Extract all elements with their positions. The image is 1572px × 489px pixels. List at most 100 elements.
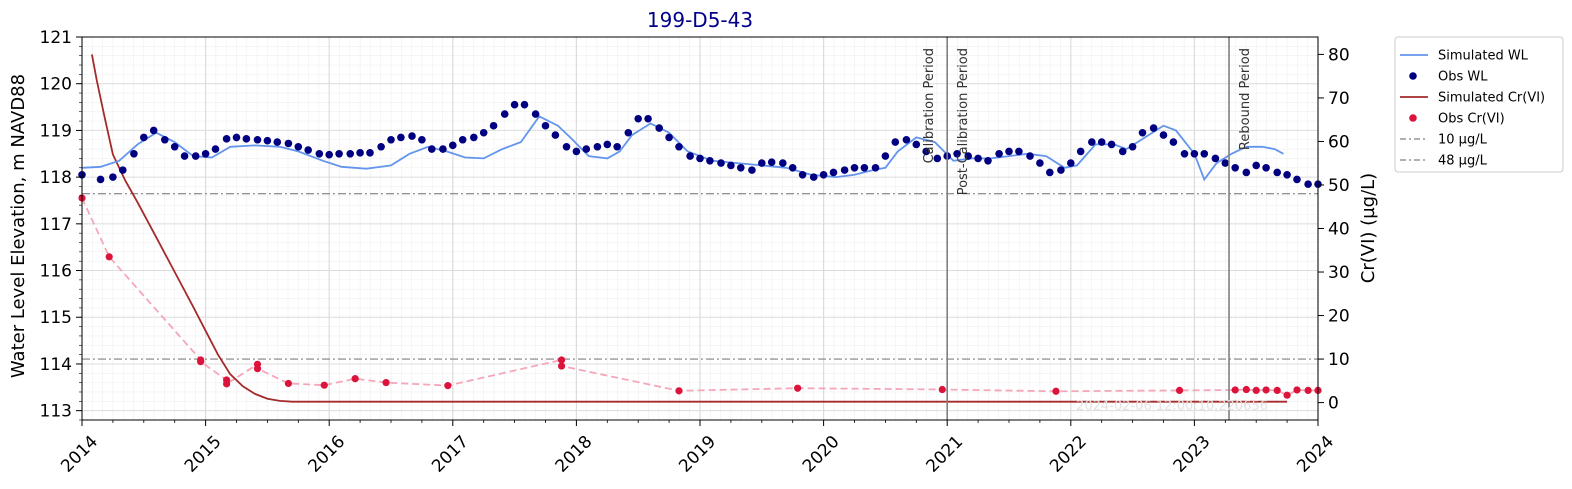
obs-wl-point — [655, 124, 664, 132]
obs-crvi-point — [1262, 386, 1270, 394]
obs-crvi-point — [1293, 386, 1301, 394]
obs-crvi-point — [320, 381, 328, 389]
y-left-tick-label: 115 — [40, 308, 72, 328]
obs-wl-point — [706, 156, 714, 165]
obs-crvi-point — [197, 358, 205, 366]
obs-crvi-point — [557, 362, 566, 370]
obs-wl-point — [974, 154, 982, 163]
obs-wl-point — [644, 114, 652, 123]
obs-wl-point — [1138, 128, 1147, 137]
obs-wl-point — [325, 150, 334, 159]
y-left-tick-label: 120 — [40, 75, 72, 95]
obs-wl-point — [624, 128, 633, 137]
obs-wl-point — [634, 114, 642, 123]
obs-wl-point — [1252, 161, 1260, 170]
legend: Simulated WL Obs WL Simulated Cr(VI) Obs Cr… — [1394, 36, 1564, 173]
obs-wl-point — [603, 140, 612, 149]
obs-wl-point — [881, 152, 890, 160]
period-label: Calibration Period — [922, 48, 937, 163]
obs-wl-point — [572, 147, 581, 156]
obs-wl-point — [458, 135, 467, 144]
obs-wl-point — [912, 140, 921, 149]
y-right-tick-label: 10 — [1328, 350, 1350, 370]
obs-wl-point — [408, 132, 416, 140]
x-tick-label: 2021 — [922, 432, 967, 477]
legend-label: Obs WL — [1438, 70, 1488, 85]
obs-wl-point — [1211, 154, 1220, 163]
obs-wl-point — [696, 154, 704, 163]
obs-wl-point — [551, 131, 560, 139]
obs-crvi-point — [1175, 386, 1184, 395]
simulated-wl-line — [81, 115, 1284, 182]
obs-wl-point — [840, 166, 849, 174]
y-left-tick-label: 119 — [40, 121, 72, 141]
legend-label: Obs Cr(VI) — [1438, 112, 1505, 127]
chart-title: 199-D5-43 — [647, 8, 753, 32]
obs-wl-point — [788, 163, 797, 172]
obs-wl-point — [829, 168, 838, 177]
obs-wl-point — [1107, 140, 1116, 149]
obs-crvi-point — [1052, 387, 1060, 395]
obs-wl-point — [201, 149, 210, 158]
obs-wl-point — [232, 133, 241, 142]
obs-wl-point — [1088, 138, 1096, 146]
obs-wl-point — [1128, 142, 1137, 151]
legend-box — [1394, 36, 1564, 173]
x-tick-label: 2015 — [181, 432, 226, 477]
obs-crvi-point — [794, 384, 802, 392]
obs-crvi-point — [223, 380, 231, 388]
obs-wl-point — [387, 135, 395, 144]
y-left-tick-label: 116 — [40, 262, 72, 282]
y-left-tick-label: 113 — [40, 402, 72, 422]
obs-wl-point — [850, 163, 859, 172]
obs-wl-point — [170, 142, 179, 151]
obs-wl-point — [798, 170, 807, 179]
x-tick-label: 2017 — [428, 432, 473, 477]
obs-wl-point — [161, 135, 169, 144]
x-axis: 2014 2015 2016 2017 2018 2019 2020 2021 2022 2023… — [57, 420, 1338, 477]
obs-wl-point — [284, 139, 293, 148]
obs-crvi-point — [1304, 386, 1312, 395]
obs-crvi-point — [1242, 385, 1250, 394]
obs-crvi-point — [1283, 391, 1291, 399]
obs-wl-point — [562, 142, 571, 151]
y-right-tick-label: 0 — [1328, 394, 1339, 414]
x-tick-label: 2024 — [1293, 432, 1338, 477]
obs-wl-point — [273, 138, 282, 146]
obs-wl-point — [748, 166, 756, 174]
y-right-tick-label: 40 — [1328, 220, 1350, 240]
obs-wl-point — [377, 142, 385, 151]
obs-wl-point — [779, 159, 787, 167]
obs-wl-point — [1118, 147, 1127, 156]
y-axis-left-label: Water Level Elevation, m NAVD88 — [8, 74, 29, 378]
obs-wl-point — [1026, 152, 1034, 160]
obs-wl-point — [130, 149, 138, 158]
obs-wl-point — [366, 149, 374, 157]
x-tick-label: 2014 — [57, 432, 102, 477]
obs-wl-point — [541, 121, 550, 130]
obs-crvi-point — [351, 375, 359, 383]
obs-wl-point — [613, 142, 621, 151]
obs-wl-point — [510, 100, 519, 109]
obs-wl-point — [995, 149, 1003, 158]
obs-wl-point — [253, 135, 262, 144]
obs-wl-point — [222, 135, 231, 143]
obs-wl-point — [593, 142, 602, 151]
obs-wl-point — [1293, 175, 1301, 184]
legend-label: 48 µg/L — [1438, 154, 1488, 169]
obs-wl-point — [1180, 149, 1189, 158]
obs-crvi-point — [1252, 386, 1260, 395]
obs-wl-point — [531, 110, 540, 118]
obs-wl-point — [582, 145, 591, 153]
obs-wl-point — [520, 100, 529, 109]
y-left-tick-label: 118 — [40, 168, 72, 188]
obs-wl-point — [263, 136, 272, 145]
obs-wl-point — [242, 135, 251, 143]
simulated-crvi-line — [91, 54, 1288, 403]
obs-wl-point — [470, 133, 478, 142]
obs-wl-point — [964, 152, 973, 160]
obs-wl-point — [1200, 149, 1209, 158]
obs-wl-point — [727, 161, 735, 170]
obs-wl-point — [871, 163, 880, 172]
